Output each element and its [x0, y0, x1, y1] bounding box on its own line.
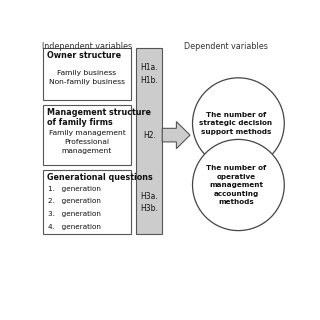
Text: Owner structure: Owner structure	[47, 51, 121, 60]
Text: The number of
strategic decision
support methods: The number of strategic decision support…	[199, 112, 273, 135]
Bar	[136, 48, 162, 234]
Text: H2.: H2.	[143, 131, 156, 140]
Text: Generational questions: Generational questions	[47, 173, 152, 182]
Text: Family business
Non-family business: Family business Non-family business	[49, 70, 125, 85]
Bar	[43, 48, 131, 100]
Text: Management structure
of family firms: Management structure of family firms	[47, 108, 151, 127]
Text: H3a.
H3b.: H3a. H3b.	[140, 191, 158, 213]
Text: Independent variables: Independent variables	[43, 42, 132, 51]
Text: Family management
Professional
management: Family management Professional managemen…	[49, 130, 125, 154]
Bar	[43, 105, 131, 165]
Text: 1.   generation: 1. generation	[48, 186, 101, 191]
Text: 2.   generation: 2. generation	[48, 198, 101, 204]
Text: The number of
operative
management
accounting
methods: The number of operative management accou…	[206, 165, 266, 205]
Text: 4.   generation: 4. generation	[48, 224, 101, 230]
Text: Dependent variables: Dependent variables	[184, 42, 268, 51]
Bar	[43, 170, 131, 234]
Polygon shape	[162, 122, 190, 149]
Circle shape	[193, 140, 284, 231]
Text: 3.   generation: 3. generation	[48, 211, 101, 217]
Circle shape	[193, 78, 284, 169]
Text: H1a.
H1b.: H1a. H1b.	[140, 63, 158, 85]
